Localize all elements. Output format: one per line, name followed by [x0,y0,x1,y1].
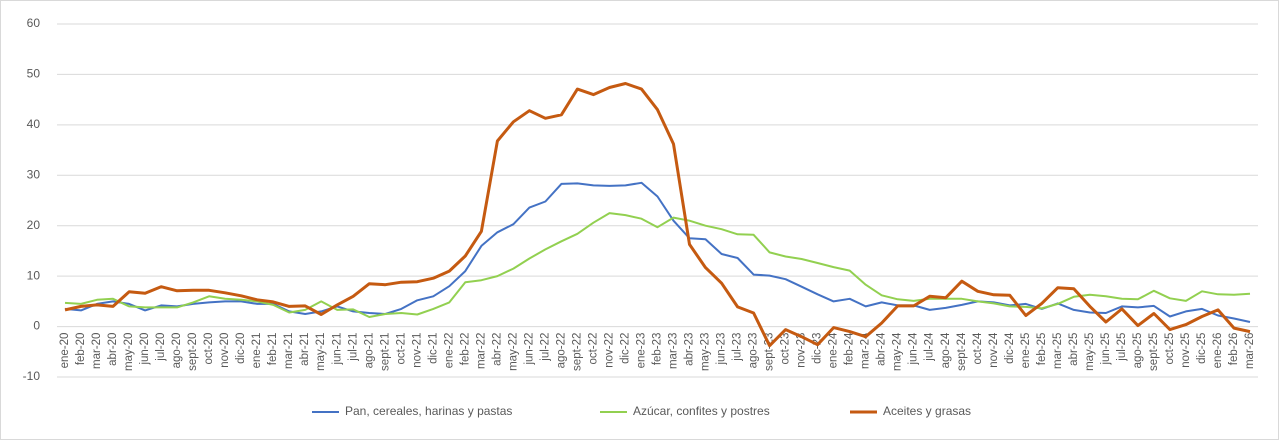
x-tick-label: feb-23 [652,333,664,366]
x-tick-label: jun-23 [716,333,728,366]
y-tick-label: 0 [33,319,40,333]
x-tick-label: may-22 [507,333,519,371]
y-tick-label: 40 [27,117,41,131]
x-tick-label: nov-25 [1180,333,1192,368]
x-tick-label: dic-24 [1004,332,1016,364]
x-tick-label: sept-20 [187,333,199,371]
x-tick-label: oct-23 [780,333,792,365]
x-tick-label: oct-20 [203,333,215,365]
x-tick-label: oct-22 [587,333,599,365]
x-tick-label: dic-20 [235,333,247,364]
line-series [64,82,1251,348]
x-tick-label: nov-21 [411,333,423,368]
x-tick-label: oct-21 [395,333,407,365]
y-tick-label: 30 [27,167,41,181]
x-tick-label: mar-24 [860,332,872,369]
x-tick-label: feb-24 [844,332,856,365]
x-tick-label: nov-24 [988,332,1000,368]
x-tick-label: dic-21 [427,333,439,364]
x-tick-label: abr-20 [107,333,119,366]
x-tick-label: ene-23 [636,333,648,369]
x-tick-label: abr-25 [1068,333,1080,366]
legend-label: Pan, cereales, harinas y pastas [345,404,512,418]
x-tick-label: abr-24 [876,332,888,366]
y-tick-label: 20 [27,218,41,232]
x-tick-label: jul-22 [539,333,551,362]
x-tick-label: dic-23 [812,333,824,364]
x-tick-label: nov-23 [796,333,808,368]
x-tick-label: oct-25 [1164,333,1176,365]
x-tick-label: ene-21 [251,333,263,369]
legend-label: Azúcar, confites y postres [633,404,770,418]
x-tick-label: abr-23 [684,333,696,366]
x-tick-label: jul-20 [155,333,167,362]
x-tick-label: jul-23 [732,333,744,362]
x-tick-label: jul-24 [924,332,936,362]
x-tick-label: may-23 [700,333,712,371]
x-tick-label: ene-22 [443,333,455,369]
x-tick-label: ago-23 [748,333,760,369]
x-tick-label: feb-26 [1228,333,1240,366]
x-tick-label: ene-26 [1212,333,1224,369]
x-tick-label: may-25 [1084,333,1096,371]
x-tick-label: ago-20 [171,333,183,369]
x-tick-label: ene-24 [828,332,840,368]
x-tick-label: may-24 [892,332,904,371]
x-tick-label: sept-24 [956,332,968,371]
y-tick-label: 60 [27,16,41,30]
x-tick-label: sept-21 [379,333,391,371]
x-tick-label: feb-20 [75,333,87,366]
x-tick-label: abr-21 [299,333,311,366]
x-tick-label: jun-20 [139,333,151,366]
x-tick-label: oct-24 [972,332,984,365]
x-tick-label: ago-25 [1132,333,1144,369]
x-tick-label: feb-21 [267,333,279,366]
x-tick-label: jul-25 [1116,333,1128,362]
x-tick-label: sept-22 [571,333,583,371]
x-tick-label: ago-21 [363,333,375,369]
x-tick-label: jun-22 [523,333,535,366]
x-tick-label: mar-25 [1052,333,1064,369]
x-tick-label: ene-20 [59,333,71,369]
x-tick-label: feb-25 [1036,333,1048,366]
x-tick-label: nov-22 [603,333,615,368]
x-tick-label: jun-24 [908,332,920,366]
x-tick-label: may-20 [123,333,135,371]
x-tick-label: mar-22 [475,333,487,369]
x-tick-label: dic-22 [620,333,632,364]
x-tick-label: sept-25 [1148,333,1160,371]
x-tick-label: jun-25 [1100,333,1112,366]
x-tick-label: mar-20 [91,333,103,369]
legend-label: Aceites y grasas [883,404,971,418]
y-tick-label: 50 [27,67,41,81]
x-tick-label: mar-23 [668,333,680,369]
x-tick-label: ene-25 [1020,333,1032,369]
x-tick-label: mar-21 [283,333,295,369]
x-tick-label: ago-24 [940,332,952,368]
x-tick-label: abr-22 [491,333,503,366]
y-tick-label: -10 [23,369,41,383]
x-tick-label: jul-21 [347,333,359,362]
x-tick-label: dic-25 [1196,333,1208,364]
x-tick-label: mar-26 [1244,333,1256,369]
x-tick-label: jun-21 [331,333,343,366]
x-tick-label: nov-20 [219,333,231,368]
x-tick-label: may-21 [315,333,327,371]
x-tick-label: feb-22 [459,333,471,366]
line-series [64,212,1251,318]
x-tick-label: ago-22 [555,333,567,369]
y-tick-label: 10 [27,268,41,282]
